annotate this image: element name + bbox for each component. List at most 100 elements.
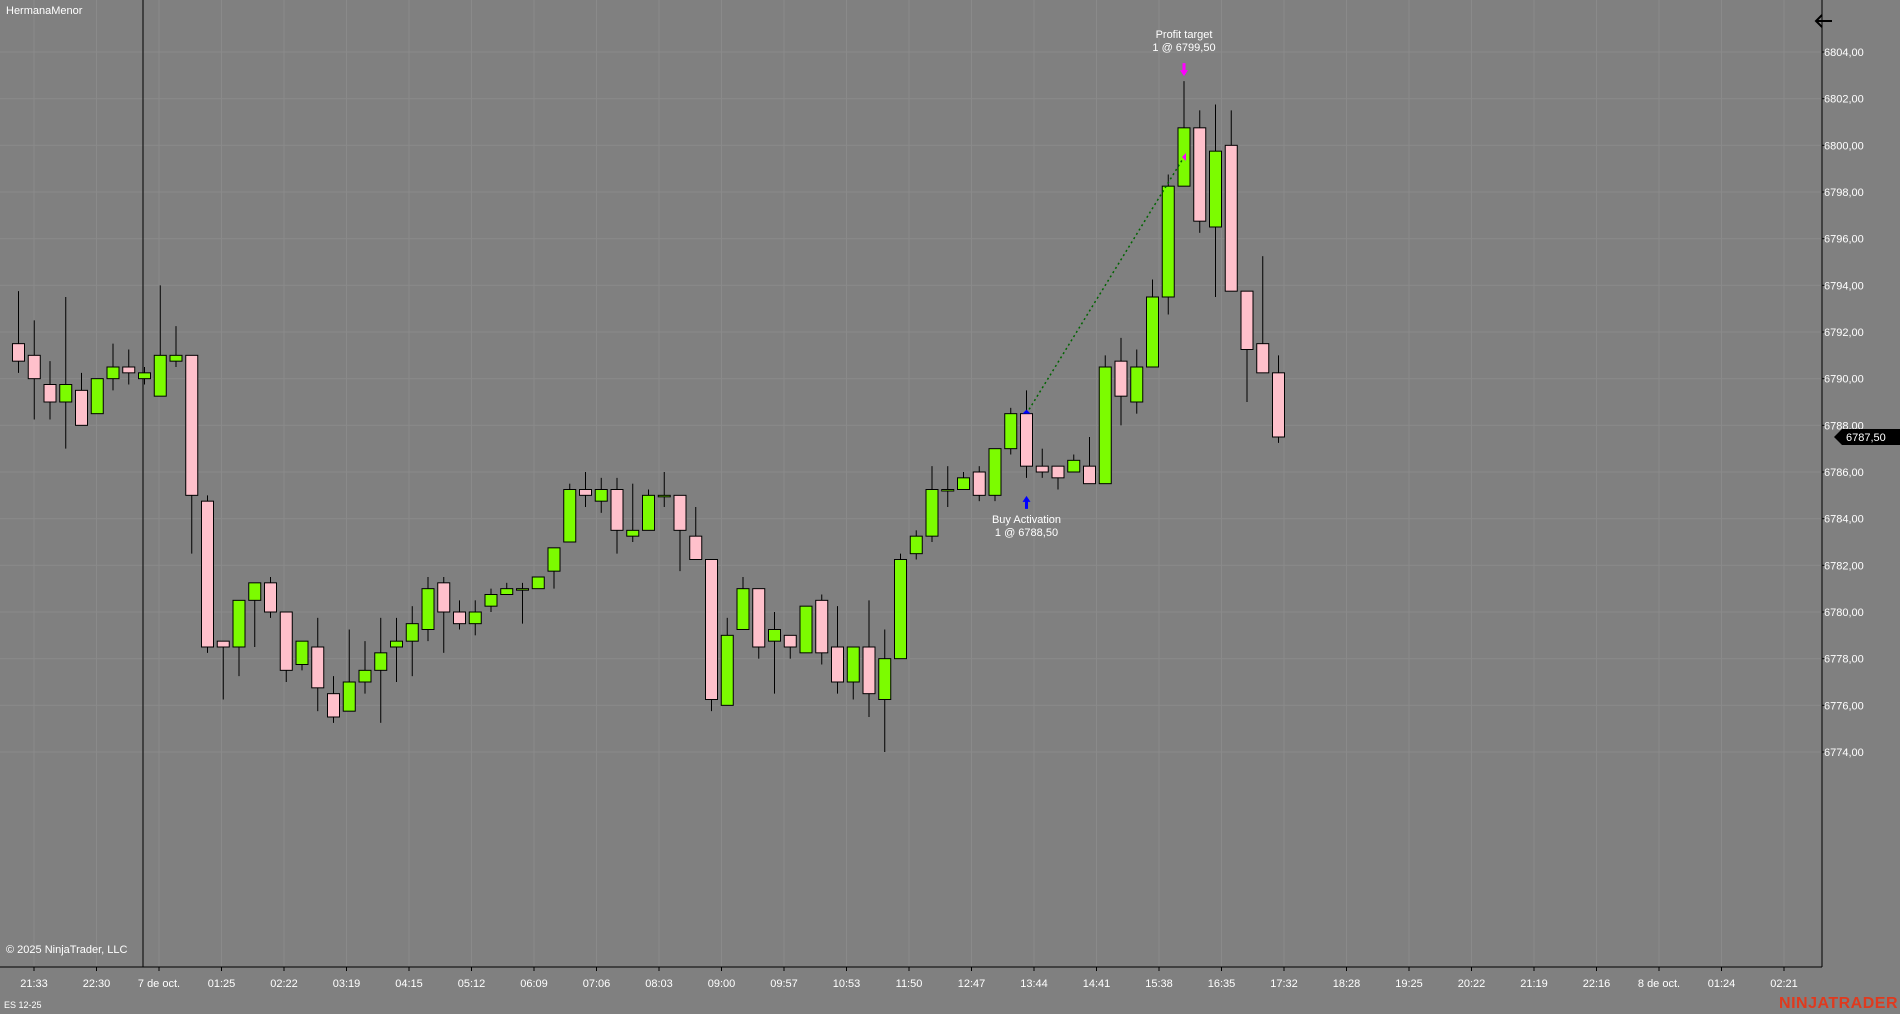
candle-up <box>516 588 529 591</box>
candle-up <box>563 489 577 543</box>
candle-down <box>75 389 88 426</box>
sell-marker-label: Profit target <box>1156 29 1213 41</box>
y-tick-label: 6798,00 <box>1824 187 1864 199</box>
x-tick-label: 10:53 <box>833 978 861 990</box>
candle-down <box>279 611 293 671</box>
candle-down <box>831 646 844 683</box>
candle-down <box>862 646 876 695</box>
candle-down <box>1051 465 1065 479</box>
instrument-label: HermanaMenor <box>6 5 83 17</box>
candle-up <box>1098 366 1112 485</box>
candle-down <box>201 500 214 648</box>
candle-up <box>484 594 498 607</box>
x-tick-label: 12:47 <box>958 978 986 990</box>
candle-up <box>153 354 167 397</box>
buy-marker-label: Buy Activation <box>992 514 1061 526</box>
y-tick-label: 6780,00 <box>1824 607 1864 619</box>
candle-up <box>925 489 939 537</box>
y-tick-label: 6784,00 <box>1824 514 1864 526</box>
y-tick-label: 6802,00 <box>1824 94 1864 106</box>
candle-down <box>1256 343 1270 374</box>
y-tick-label: 6776,00 <box>1824 700 1864 712</box>
candle-up <box>626 529 640 537</box>
candle-down <box>972 471 986 496</box>
last-price-label: 6787,50 <box>1846 432 1886 444</box>
candle-down <box>311 646 325 689</box>
sell-exit-tick <box>1182 153 1186 161</box>
candle-down <box>264 582 277 613</box>
x-tick-label: 13:44 <box>1020 978 1048 990</box>
x-tick-label: 09:00 <box>708 978 736 990</box>
candle-up <box>1067 459 1081 473</box>
x-tick-label: 01:25 <box>208 978 236 990</box>
x-tick-label: 18:28 <box>1333 978 1361 990</box>
x-tick-label: 07:06 <box>583 978 611 990</box>
candle-up <box>957 477 970 491</box>
ninjatrader-logo: NINJATRADER <box>1779 995 1898 1012</box>
x-tick-label: 14:41 <box>1083 978 1111 990</box>
candle-down <box>122 366 136 374</box>
candle-up <box>468 611 482 625</box>
x-tick-label: 17:32 <box>1270 978 1298 990</box>
x-tick-label: 21:19 <box>1520 978 1548 990</box>
x-tick-label: 09:57 <box>770 978 798 990</box>
arrow-left-icon[interactable] <box>1808 6 1838 36</box>
x-tick-label: 08:03 <box>645 978 673 990</box>
candle-up <box>547 547 561 572</box>
last-price-tag <box>1834 429 1900 445</box>
copyright-text: © 2025 NinjaTrader, LLC <box>6 944 128 956</box>
candle-up <box>909 535 923 555</box>
candle-down <box>185 354 199 496</box>
y-tick-label: 6786,00 <box>1824 467 1864 479</box>
y-tick-label: 6804,00 <box>1824 47 1864 59</box>
candle-down <box>12 343 25 362</box>
sell-marker-price: 1 @ 6799,50 <box>1152 42 1215 54</box>
candle-up <box>358 669 372 683</box>
x-tick-label: 21:33 <box>20 978 48 990</box>
candle-down <box>1083 465 1096 485</box>
x-tick-label: 8 de oct. <box>1638 978 1680 990</box>
candle-down <box>1272 372 1285 438</box>
candle-down <box>689 535 703 561</box>
candle-up <box>799 605 813 654</box>
candle-up <box>500 588 514 596</box>
candle-up <box>1161 185 1175 298</box>
candle-up <box>342 681 356 712</box>
x-tick-label: 03:19 <box>333 978 361 990</box>
candle-up <box>405 623 419 642</box>
candle-up <box>941 489 955 492</box>
candle-down <box>437 582 451 613</box>
candle-down <box>579 489 592 496</box>
candle-up <box>768 629 781 642</box>
candle-up <box>138 372 151 380</box>
candle-up <box>531 576 545 590</box>
candle-up <box>878 658 892 701</box>
x-tick-label: 11:50 <box>896 978 923 990</box>
x-tick-label: 22:30 <box>83 978 111 990</box>
y-tick-label: 6790,00 <box>1824 374 1864 386</box>
candle-up <box>248 582 262 601</box>
candle-up <box>232 599 246 648</box>
candle-up <box>374 652 388 671</box>
x-tick-label: 19:25 <box>1395 978 1423 990</box>
candle-up <box>1146 296 1159 368</box>
y-tick-label: 6774,00 <box>1824 747 1864 759</box>
candle-up <box>295 640 309 666</box>
y-tick-label: 6800,00 <box>1824 140 1864 152</box>
candle-up <box>642 494 655 531</box>
x-tick-label: 20:22 <box>1458 978 1486 990</box>
candle-up <box>594 489 608 502</box>
candle-down <box>1240 290 1254 350</box>
candle-up <box>169 354 183 362</box>
candle-down <box>673 494 687 531</box>
candle-up <box>736 588 750 631</box>
x-tick-label: 15:38 <box>1145 978 1173 990</box>
candle-down <box>783 634 797 648</box>
candle-down <box>1114 360 1128 397</box>
candle-down <box>1193 127 1207 222</box>
candle-up <box>720 634 734 706</box>
x-tick-label: 01:24 <box>1708 978 1736 990</box>
candle-up <box>1130 366 1144 403</box>
buy-entry-tick <box>1022 409 1031 414</box>
